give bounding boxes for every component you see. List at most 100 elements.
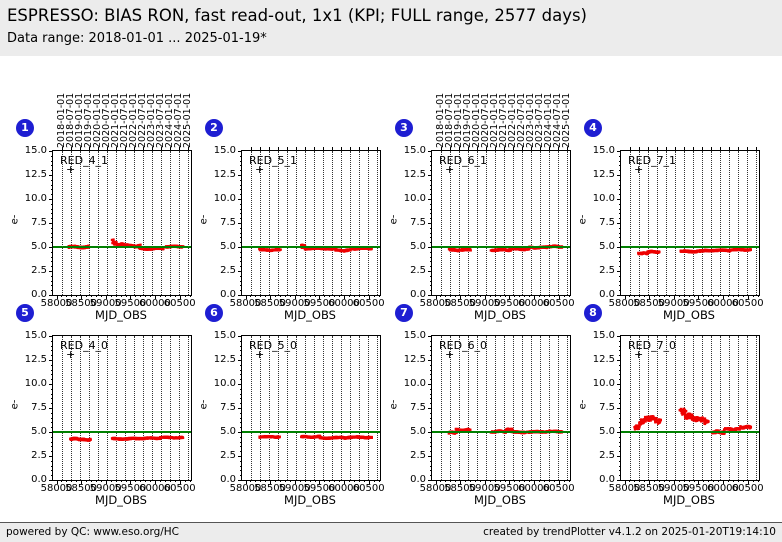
x-axis-minor-tick <box>737 295 739 297</box>
y-axis-minor-tick <box>619 374 621 376</box>
x-axis-minor-tick <box>529 480 531 482</box>
y-axis-minor-tick <box>51 155 53 157</box>
x-tick-label: 60000 <box>707 298 739 309</box>
x-axis-tick <box>460 480 462 484</box>
y-axis-minor-tick <box>240 194 242 196</box>
panel-number-badge: 4 <box>584 119 602 137</box>
x-axis-minor-tick <box>663 480 665 482</box>
y-axis-minor-tick <box>430 364 432 366</box>
top-axis-tick <box>684 147 686 151</box>
y-axis-tick <box>428 432 432 433</box>
y-axis-minor-tick <box>240 285 242 287</box>
y-axis-minor-tick <box>619 393 621 395</box>
y-axis-minor-tick <box>430 369 432 371</box>
x-tick-label: 59500 <box>303 483 336 494</box>
y-axis-minor-tick <box>619 280 621 282</box>
panel-label: RED_6_1 <box>439 154 488 167</box>
x-axis-tick <box>344 480 345 484</box>
top-axis-tick <box>486 147 488 151</box>
subplot-panel-RED_6_1: 3 e- 2018-01-01 2018-07-01 2019-01-01 2019-07… <box>389 93 575 322</box>
series-plus-marker-icon: + <box>445 163 455 176</box>
x-axis-tick <box>509 480 511 484</box>
y-axis-tick <box>428 271 432 272</box>
y-axis-minor-tick <box>51 355 53 357</box>
x-axis-tick <box>130 295 132 299</box>
x-axis-label: MJD_OBS <box>95 493 147 507</box>
y-axis-minor-tick <box>51 465 53 467</box>
y-tick-label: 2.5 <box>410 265 426 276</box>
y-tick-label: 5.0 <box>599 426 615 437</box>
y-axis-minor-tick <box>51 165 53 167</box>
x-axis-tick <box>270 480 272 484</box>
y-axis-minor-tick <box>51 460 53 462</box>
y-tick-label: 15.0 <box>24 145 47 156</box>
y-axis-minor-tick <box>240 218 242 220</box>
series-plus-marker-icon: + <box>634 163 644 176</box>
y-axis-minor-tick <box>51 160 53 162</box>
y-axis-minor-tick <box>430 285 432 287</box>
x-axis-minor-tick <box>742 295 744 297</box>
x-tick-label: 58000 <box>40 298 73 309</box>
top-axis-tick <box>116 147 118 151</box>
y-tick-label: 2.5 <box>220 450 236 461</box>
y-tick-label: 15.0 <box>592 330 615 341</box>
x-axis-minor-tick <box>639 480 641 482</box>
scatter-points <box>432 336 570 480</box>
y-axis-minor-tick <box>619 475 621 477</box>
top-axis-tick <box>152 147 154 151</box>
top-axis-tick <box>729 147 731 151</box>
subplot-panel-RED_5_1: 2 e- 0.0 2.5 5.0 7.5 10.0 12.5 15.0 58000 58500 590… <box>199 119 385 322</box>
x-axis-minor-tick <box>61 480 63 482</box>
x-tick-label: 58500 <box>254 298 286 309</box>
top-axis-tick <box>161 147 163 151</box>
x-axis-minor-tick <box>334 480 336 482</box>
x-tick-label: 60000 <box>139 298 171 309</box>
top-axis-tick <box>251 147 253 151</box>
x-axis-minor-tick <box>703 480 705 482</box>
x-axis-minor-tick <box>718 480 720 482</box>
x-axis-label: MJD_OBS <box>284 493 336 507</box>
y-axis-minor-tick <box>619 218 621 220</box>
top-axis-tick <box>314 147 316 151</box>
x-axis-minor-tick <box>489 295 491 297</box>
y-axis-minor-tick <box>240 422 242 424</box>
x-axis-minor-tick <box>71 295 73 297</box>
y-tick-label: 7.5 <box>410 217 426 228</box>
x-axis-minor-tick <box>373 295 375 297</box>
x-axis-minor-tick <box>728 295 729 297</box>
y-axis-minor-tick <box>240 446 242 448</box>
y-axis-minor-tick <box>430 345 432 347</box>
y-axis-minor-tick <box>240 403 242 405</box>
x-axis-minor-tick <box>757 295 759 297</box>
series-plus-marker-icon: + <box>255 163 265 176</box>
y-axis-tick <box>49 199 53 200</box>
y-axis-tick <box>617 360 621 361</box>
x-axis-minor-tick <box>659 480 660 482</box>
x-axis-minor-tick <box>91 295 92 297</box>
y-tick-label: 12.5 <box>403 169 426 180</box>
y-axis-minor-tick <box>240 261 242 263</box>
top-axis-tick <box>377 147 379 151</box>
x-axis-minor-tick <box>353 295 355 297</box>
y-axis-minor-tick <box>240 441 242 443</box>
y-axis-minor-tick <box>430 275 432 277</box>
y-axis-tick <box>238 408 242 409</box>
y-axis-minor-tick <box>51 379 53 381</box>
x-axis-tick <box>179 295 181 299</box>
y-axis-minor-tick <box>51 369 53 371</box>
x-axis-tick <box>81 480 83 484</box>
x-tick-label: 60500 <box>542 298 575 309</box>
x-axis-minor-tick <box>728 480 729 482</box>
y-axis-minor-tick <box>240 451 242 453</box>
x-axis-tick <box>105 480 107 484</box>
y-axis-minor-tick <box>240 345 242 347</box>
x-axis-minor-tick <box>169 480 171 482</box>
y-axis-minor-tick <box>430 213 432 215</box>
x-axis-minor-tick <box>150 295 152 297</box>
x-axis-minor-tick <box>708 480 710 482</box>
date-tick-label: 2025-01-01 <box>561 92 573 148</box>
x-axis-minor-tick <box>553 480 555 482</box>
plot-area: 0.0 2.5 5.0 7.5 10.0 12.5 15.0 58000 58500 59000 5… <box>25 330 196 494</box>
reference-line <box>53 431 191 433</box>
x-tick-label: 58500 <box>633 483 665 494</box>
